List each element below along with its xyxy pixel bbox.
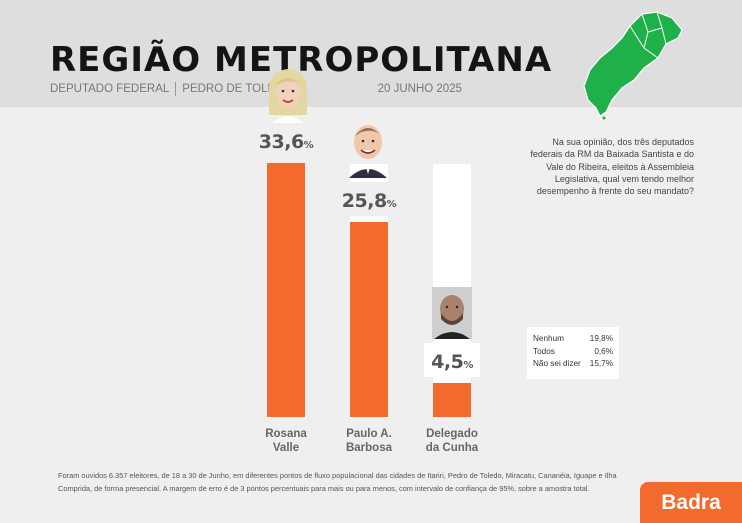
- methodology-note: Foram ouvidos 6.357 eleitores, de 18 a 3…: [58, 471, 617, 493]
- category-label-line: Delegado: [426, 428, 478, 440]
- answer-label: Todos: [533, 346, 555, 356]
- table-row: Todos 0,6%: [533, 346, 613, 359]
- candidate-portrait: [432, 286, 472, 344]
- category-label-line: Paulo A.: [346, 428, 392, 440]
- category-label: Rosana Valle: [241, 427, 331, 455]
- category-label-line: Barbosa: [345, 442, 393, 454]
- category-label: Paulo A. Barbosa: [324, 427, 414, 455]
- answer-value: 15,7%: [589, 359, 613, 368]
- page-title: REGIÃO METROPOLITANA: [50, 40, 553, 80]
- category-label-line: da Cunha: [425, 442, 479, 454]
- category-label-line: Valle: [272, 442, 300, 454]
- candidate-portrait: [263, 65, 313, 128]
- subtitle-line: DEPUTADO FEDERAL PEDRO DE TOLEDO 20 JUNH…: [50, 82, 462, 96]
- answer-value: 0,6%: [594, 346, 613, 356]
- category-label: Delegado da Cunha: [407, 427, 497, 455]
- bar-value-box: 25,8%: [341, 181, 397, 216]
- region-map-icon: [583, 11, 683, 120]
- location-label: PEDRO DE TOLEDO: [182, 83, 293, 95]
- candidate-portrait: [345, 118, 391, 183]
- bar-value-number: 33,6: [258, 131, 304, 153]
- bar-value-number: 25,8: [341, 189, 387, 212]
- answer-value: 19,8%: [589, 334, 613, 343]
- category-label-line: Rosana: [265, 428, 307, 440]
- bar: [433, 382, 471, 417]
- other-answers-table: Nenhum 19,8% Todos 0,6% Não sei dizer 15…: [527, 327, 619, 379]
- bar-value-label: 4,5%: [431, 351, 473, 373]
- answer-label: Não sei dizer: [533, 359, 581, 368]
- bar-value-unit: %: [463, 359, 473, 371]
- bar-value-unit: %: [303, 140, 314, 151]
- answer-label: Nenhum: [533, 334, 564, 343]
- date-label: 20 JUNHO 2025: [377, 83, 462, 95]
- subtitle-separator: [175, 82, 177, 96]
- bar: [350, 221, 388, 417]
- region-map-shape: [583, 11, 683, 117]
- bar-value-label: 25,8%: [341, 189, 397, 212]
- table-row: Nenhum 19,8%: [533, 333, 613, 346]
- bar-value-box: 33,6%: [258, 123, 314, 157]
- bar-value-number: 4,5: [431, 350, 464, 373]
- brand-logo: Badra: [640, 482, 742, 523]
- survey-question: Na sua opinião, dos três deputados feder…: [530, 137, 694, 197]
- bar-value-box: 4,5%: [424, 342, 480, 377]
- bar-value-unit: %: [386, 198, 397, 210]
- table-row: Não sei dizer 15,7%: [533, 358, 613, 371]
- bar: [267, 163, 305, 417]
- bar-value-label: 33,6%: [258, 131, 314, 153]
- role-label: DEPUTADO FEDERAL: [50, 83, 170, 95]
